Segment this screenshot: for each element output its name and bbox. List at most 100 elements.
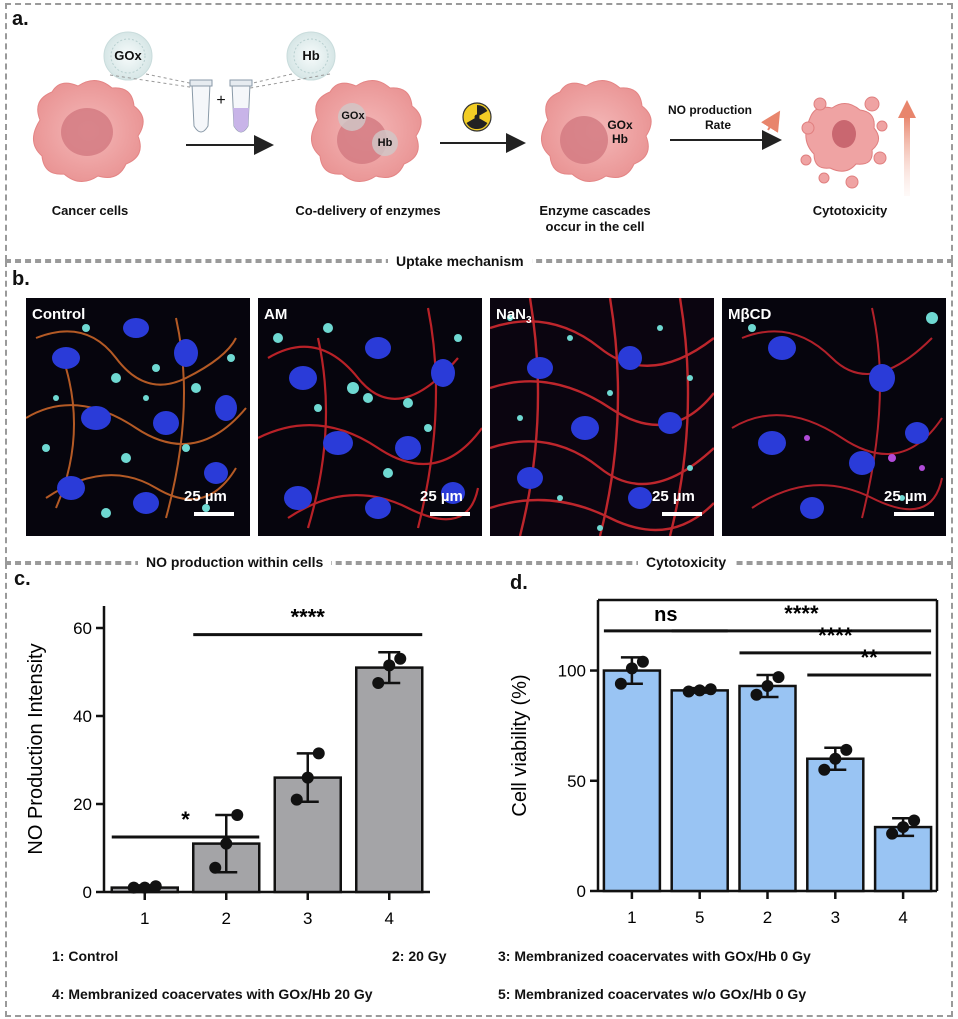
data-point bbox=[897, 821, 910, 834]
data-point bbox=[818, 763, 831, 776]
significance-label: ** bbox=[861, 645, 879, 670]
x-tick-label: 3 bbox=[831, 908, 840, 927]
cell2-caption: Co-delivery of enzymes bbox=[295, 203, 441, 218]
y-tick-label: 0 bbox=[83, 883, 92, 902]
cell3-caption-line2: occur in the cell bbox=[545, 219, 645, 234]
bar bbox=[738, 684, 797, 893]
micrograph-am: AM 25 µm bbox=[258, 298, 482, 536]
data-point bbox=[383, 659, 396, 672]
scale-bar-am bbox=[430, 512, 470, 516]
data-point bbox=[682, 685, 695, 698]
y-axis-label: Cell viability (%) bbox=[509, 674, 531, 816]
micrograph-nan3-image bbox=[490, 298, 714, 536]
data-point bbox=[149, 880, 162, 893]
data-point bbox=[127, 881, 140, 894]
scale-bar-nan3 bbox=[662, 512, 702, 516]
data-point bbox=[209, 861, 222, 874]
data-point bbox=[220, 837, 233, 850]
bar bbox=[602, 669, 662, 893]
legend-item-2: 2: 20 Gy bbox=[392, 948, 447, 964]
data-point bbox=[829, 752, 842, 765]
micrograph-mbcd: MβCD 25 µm bbox=[722, 298, 946, 536]
legend-item-5: 5: Membranized coacervates w/o GOx/Hb 0 … bbox=[498, 986, 807, 1002]
scale-bar-mbcd bbox=[894, 512, 934, 516]
no-production-section-label: NO production within cells bbox=[138, 554, 332, 570]
plus-sign: + bbox=[216, 92, 226, 109]
x-tick-label: 1 bbox=[627, 908, 636, 927]
data-point bbox=[231, 809, 244, 821]
significance-label: * bbox=[181, 807, 190, 832]
data-point bbox=[290, 793, 303, 806]
data-point bbox=[840, 743, 853, 756]
y-tick-label: 20 bbox=[73, 795, 92, 814]
uptake-section-label: Uptake mechanism bbox=[388, 253, 532, 269]
x-tick-label: 2 bbox=[763, 908, 772, 927]
data-point bbox=[750, 688, 763, 701]
data-point bbox=[138, 881, 151, 894]
y-tick-label: 40 bbox=[73, 707, 92, 726]
panel-d-letter: d. bbox=[510, 572, 528, 594]
micrograph-nan3-label: NaN3 bbox=[496, 306, 532, 326]
scale-bar-label-mbcd: 25 µm bbox=[884, 488, 927, 505]
bar bbox=[873, 825, 933, 893]
cell2-hb-label: Hb bbox=[377, 137, 393, 149]
scale-bar-label-nan3: 25 µm bbox=[652, 488, 695, 505]
panel-c-letter: c. bbox=[14, 568, 31, 590]
scale-bar-label-am: 25 µm bbox=[420, 488, 463, 505]
gox-bubble-icon bbox=[103, 31, 153, 81]
data-point bbox=[625, 662, 638, 675]
y-tick-label: 60 bbox=[73, 619, 92, 638]
y-tick-label: 100 bbox=[558, 662, 586, 681]
legend-item-1: 1: Control bbox=[52, 948, 119, 964]
legend-item-3: 3: Membranized coacervates with GOx/Hb 0… bbox=[498, 948, 811, 964]
co-delivery-cell-icon bbox=[311, 80, 422, 182]
x-tick-label: 2 bbox=[222, 909, 231, 928]
radiation-icon bbox=[462, 102, 492, 132]
panel-b-letter: b. bbox=[12, 268, 30, 290]
panel-cd-frame bbox=[5, 563, 953, 1017]
data-point bbox=[908, 814, 921, 827]
x-tick-label: 4 bbox=[898, 908, 907, 927]
gox-bubble-label: GOx bbox=[114, 48, 142, 63]
micrograph-nan3: NaN3 25 µm bbox=[490, 298, 714, 536]
cell3-caption-line1: Enzyme cascades bbox=[539, 203, 651, 218]
cytotoxic-cell-icon bbox=[800, 96, 888, 189]
significance-label: **** bbox=[291, 605, 326, 630]
legend-item-4: 4: Membranized coacervates with GOx/Hb 2… bbox=[52, 986, 373, 1002]
no-rate-line2: Rate bbox=[705, 118, 732, 132]
data-point bbox=[761, 679, 774, 692]
bar bbox=[670, 689, 729, 893]
micrograph-am-image bbox=[258, 298, 482, 536]
nan3-label-main: NaN bbox=[496, 306, 527, 323]
cell4-caption: Cytotoxicity bbox=[812, 203, 888, 218]
micrograph-control-image bbox=[26, 298, 250, 536]
scale-bar-control bbox=[194, 512, 234, 516]
nan3-label-subscript: 3 bbox=[526, 315, 532, 326]
data-point bbox=[614, 677, 627, 690]
scale-bar-label-control: 25 µm bbox=[184, 488, 227, 505]
tube-gox-icon bbox=[189, 79, 213, 133]
cell3-hb-label: Hb bbox=[612, 132, 628, 146]
data-point bbox=[372, 677, 385, 689]
cancer-cell-icon bbox=[33, 80, 144, 182]
hb-bubble-icon bbox=[286, 31, 336, 81]
x-tick-label: 3 bbox=[303, 909, 312, 928]
hb-bubble-label: Hb bbox=[302, 48, 320, 63]
x-tick-label: 5 bbox=[695, 908, 704, 927]
panel-a-schematic bbox=[33, 31, 916, 196]
significance-label: **** bbox=[784, 601, 819, 626]
micrograph-mbcd-image bbox=[722, 298, 946, 536]
significance-label: **** bbox=[818, 623, 853, 648]
significance-label: ns bbox=[654, 604, 677, 626]
data-point bbox=[312, 747, 325, 760]
cell3-gox-label: GOx bbox=[607, 118, 633, 132]
no-rate-line1: NO production bbox=[668, 103, 752, 117]
micrograph-control-label: Control bbox=[32, 306, 86, 323]
enzyme-cascade-cell-icon bbox=[541, 80, 652, 182]
panel-a-letter: a. bbox=[12, 8, 29, 30]
cell2-gox-label: GOx bbox=[341, 110, 365, 122]
y-tick-label: 0 bbox=[577, 882, 586, 901]
data-point bbox=[301, 771, 314, 784]
